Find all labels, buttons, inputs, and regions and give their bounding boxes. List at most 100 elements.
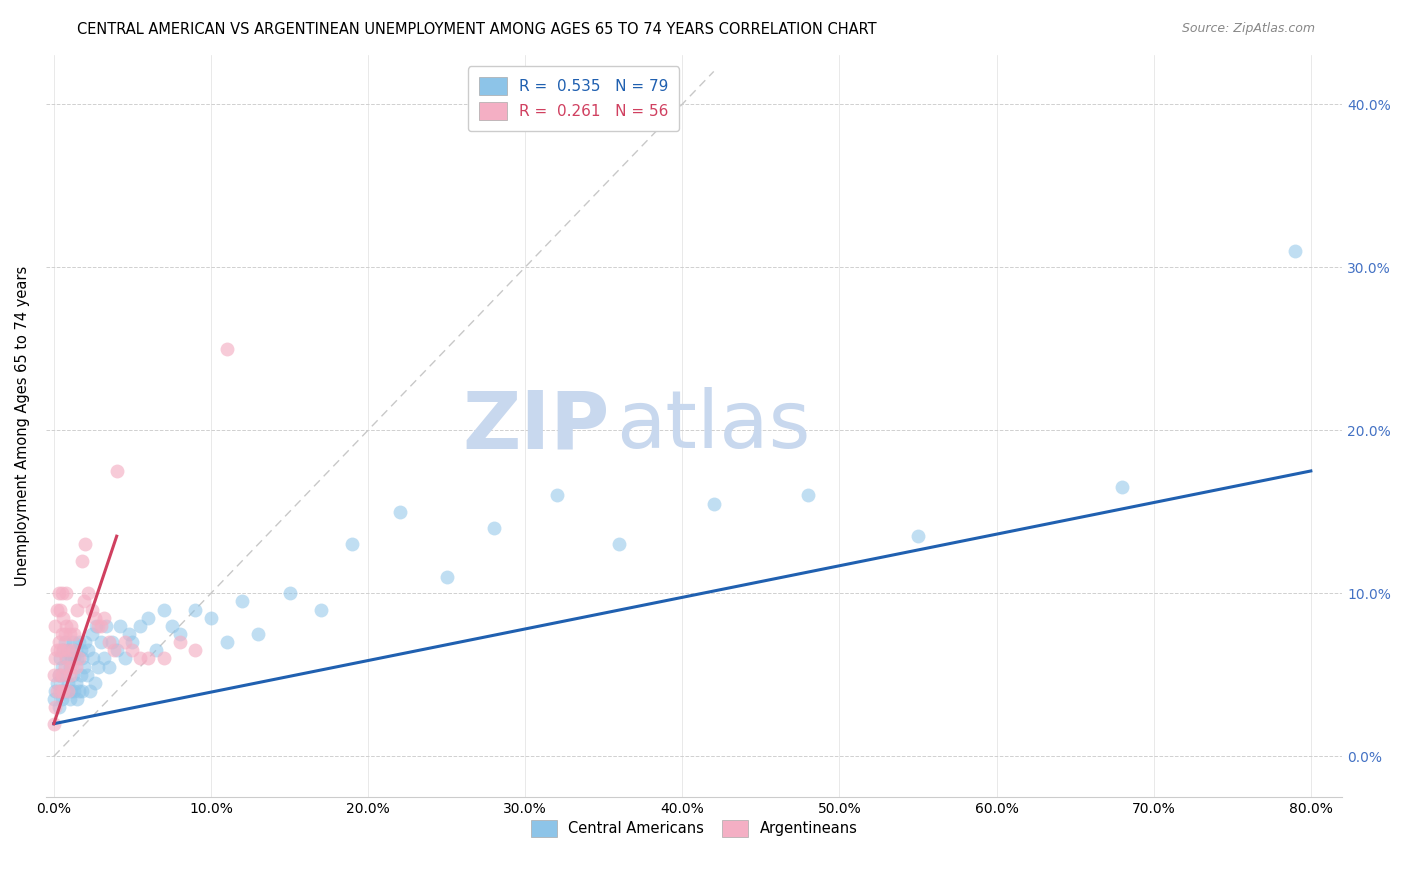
Point — [56, 643, 79, 657]
Point — [90, 635, 112, 649]
Point — [136, 611, 159, 625]
Point — [73, 659, 96, 673]
Point — [49, 643, 72, 657]
Point — [67, 651, 90, 665]
Point — [76, 667, 98, 681]
Point — [62, 667, 84, 681]
Point — [114, 635, 136, 649]
Point — [77, 643, 100, 657]
Point — [97, 659, 120, 673]
Point — [65, 676, 87, 690]
Point — [278, 586, 301, 600]
Point — [215, 342, 238, 356]
Point — [48, 700, 70, 714]
Point — [65, 643, 87, 657]
Point — [46, 602, 69, 616]
Point — [46, 684, 69, 698]
Point — [108, 619, 131, 633]
Text: atlas: atlas — [616, 387, 811, 465]
Point — [80, 602, 103, 616]
Point — [118, 627, 141, 641]
Point — [105, 464, 128, 478]
Point — [48, 586, 70, 600]
Point — [87, 619, 110, 633]
Point — [46, 643, 69, 657]
Point — [44, 684, 66, 698]
Point — [388, 505, 411, 519]
Point — [53, 659, 76, 673]
Point — [49, 684, 72, 698]
Point — [97, 635, 120, 649]
Legend: Central Americans, Argentineans: Central Americans, Argentineans — [522, 811, 866, 846]
Point — [51, 667, 73, 681]
Point — [42, 667, 65, 681]
Point — [48, 635, 70, 649]
Point — [77, 586, 100, 600]
Text: Source: ZipAtlas.com: Source: ZipAtlas.com — [1181, 22, 1315, 36]
Point — [52, 611, 75, 625]
Point — [52, 684, 75, 698]
Point — [56, 676, 79, 690]
Point — [66, 602, 89, 616]
Point — [609, 537, 631, 551]
Point — [49, 651, 72, 665]
Point — [58, 659, 80, 673]
Point — [184, 602, 207, 616]
Point — [55, 651, 77, 665]
Point — [90, 619, 112, 633]
Point — [66, 651, 89, 665]
Point — [49, 602, 72, 616]
Point — [42, 692, 65, 706]
Point — [83, 611, 105, 625]
Point — [145, 643, 167, 657]
Point — [62, 635, 84, 649]
Point — [105, 643, 128, 657]
Point — [121, 635, 143, 649]
Point — [46, 676, 69, 690]
Point — [66, 692, 89, 706]
Point — [129, 619, 152, 633]
Point — [55, 651, 77, 665]
Point — [55, 619, 77, 633]
Point — [67, 635, 90, 649]
Point — [48, 667, 70, 681]
Point — [44, 700, 66, 714]
Point — [58, 627, 80, 641]
Point — [73, 594, 96, 608]
Point — [42, 716, 65, 731]
Point — [129, 651, 152, 665]
Point — [49, 684, 72, 698]
Point — [63, 651, 86, 665]
Point — [83, 676, 105, 690]
Point — [79, 684, 101, 698]
Point — [69, 667, 91, 681]
Point — [51, 627, 73, 641]
Point — [482, 521, 505, 535]
Point — [200, 611, 222, 625]
Point — [121, 643, 143, 657]
Point — [51, 659, 73, 673]
Point — [75, 635, 97, 649]
Point — [160, 619, 183, 633]
Text: ZIP: ZIP — [463, 387, 610, 465]
Point — [797, 488, 820, 502]
Point — [80, 627, 103, 641]
Point — [153, 651, 176, 665]
Point — [169, 635, 191, 649]
Point — [93, 611, 115, 625]
Point — [52, 684, 75, 698]
Point — [169, 627, 191, 641]
Point — [215, 635, 238, 649]
Point — [62, 643, 84, 657]
Y-axis label: Unemployment Among Ages 65 to 74 years: Unemployment Among Ages 65 to 74 years — [15, 266, 30, 586]
Point — [69, 643, 91, 657]
Point — [136, 651, 159, 665]
Point — [48, 667, 70, 681]
Point — [184, 643, 207, 657]
Point — [87, 659, 110, 673]
Point — [60, 651, 83, 665]
Point — [70, 651, 93, 665]
Point — [67, 684, 90, 698]
Point — [53, 667, 76, 681]
Point — [247, 627, 270, 641]
